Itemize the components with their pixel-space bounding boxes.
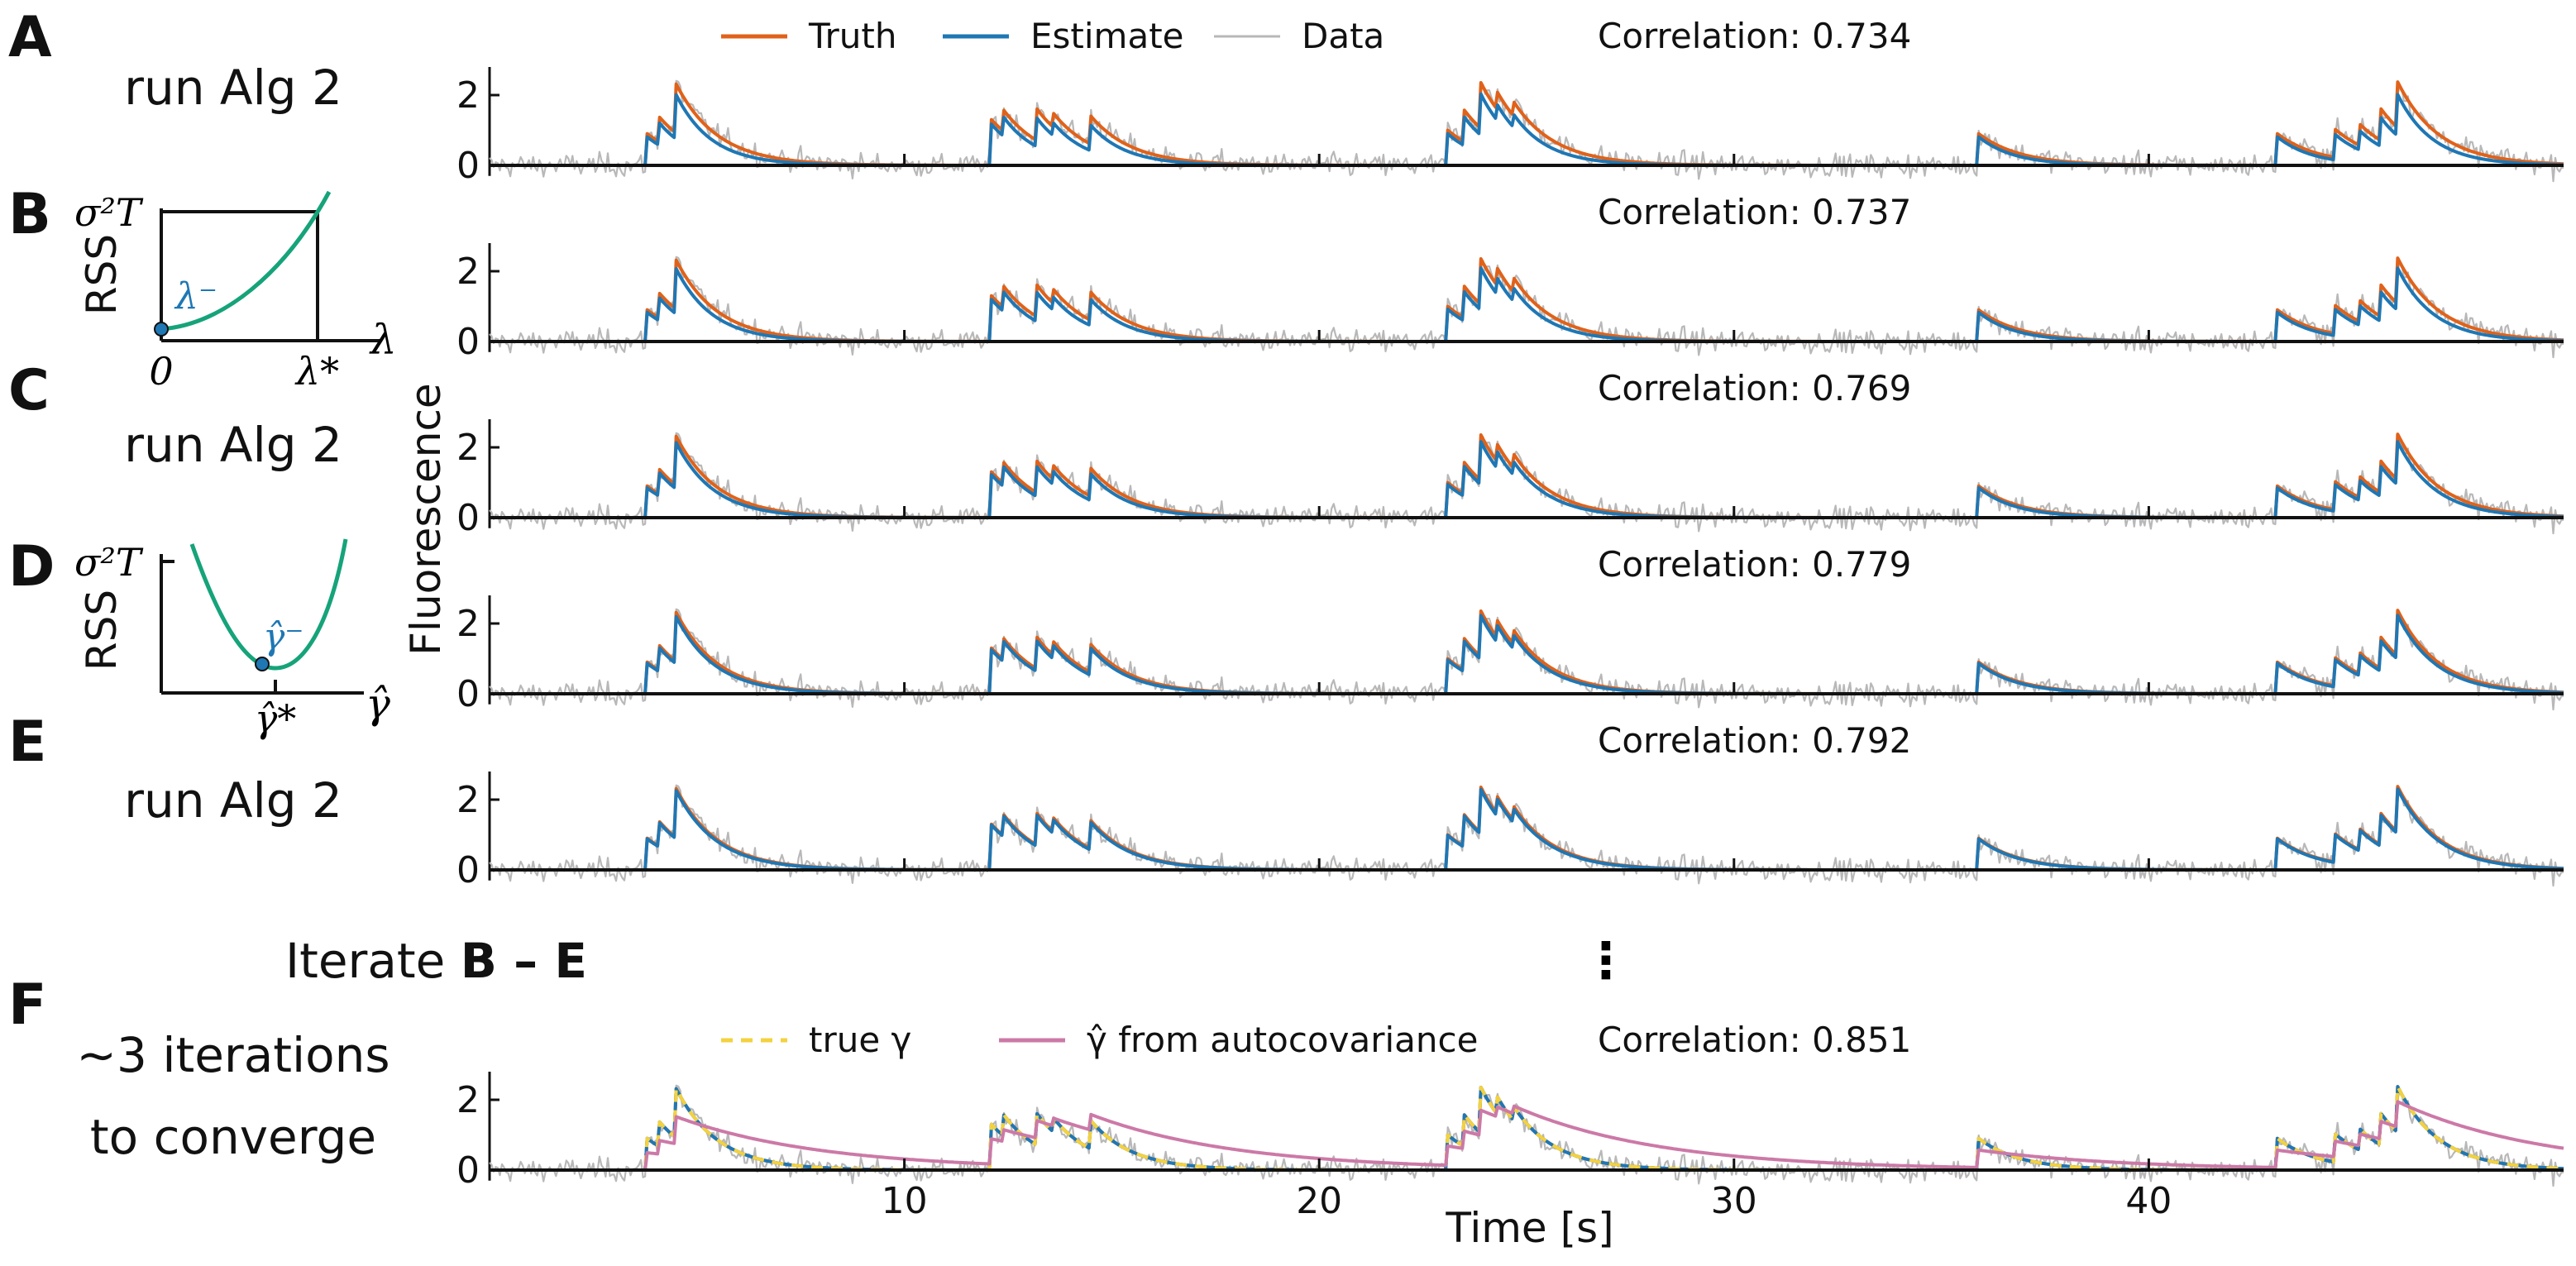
inset-d-point-label: γ̂⁻: [263, 616, 304, 658]
y-tick-label-e-2: 2: [456, 779, 480, 821]
y-tick-label-f-2: 2: [456, 1079, 480, 1121]
y-tick-label-d-2: 2: [456, 603, 480, 645]
panel-letter-a: A: [8, 5, 52, 70]
inset-d-rss-curve: [189, 538, 348, 671]
step-label-f-line2: to converge: [90, 1109, 376, 1165]
panel-letter-f: F: [8, 972, 46, 1038]
series-autocovariance-gamma: [490, 1100, 2564, 1172]
correlation-e: Correlation: 0.792: [1598, 720, 1911, 761]
inset-d-ytick: σ²T: [74, 540, 144, 585]
legend-label-autocov: γ̂ from autocovariance: [1087, 1020, 1478, 1060]
legend-label-true-gamma: true γ: [809, 1020, 911, 1060]
step-label-f-line1: ∼3 iterations: [76, 1027, 390, 1083]
panel-letter-d: D: [8, 534, 55, 600]
inset-b-xlabel: λ: [369, 316, 397, 364]
inset-b-start-point: [154, 322, 169, 337]
inset-b-xtick1: λ*: [294, 349, 339, 394]
y-tick-label-c-0: 0: [456, 497, 480, 539]
inset-b-ylabel: RSS: [78, 234, 126, 315]
inset-d: RSS σ²T γ̂⁻ γ̂* γ̂: [74, 538, 390, 741]
panel-letter-c: C: [8, 358, 50, 423]
y-tick-label-e-0: 0: [456, 849, 480, 891]
legend-bottom: true γ γ̂ from autocovariance: [721, 1020, 1478, 1060]
y-tick-label-d-0: 0: [456, 673, 480, 715]
trace-panel-c: 02: [456, 419, 2564, 539]
panel-letter-b: B: [8, 182, 51, 247]
panel-letter-e: E: [8, 709, 46, 775]
legend-label-truth: Truth: [808, 16, 896, 56]
correlation-f: Correlation: 0.851: [1598, 1020, 1911, 1060]
trace-panel-b: 02: [456, 243, 2564, 363]
correlation-a: Correlation: 0.734: [1598, 16, 1911, 56]
x-tick-label-20: 20: [1296, 1180, 1342, 1222]
iterate-prefix: Iterate: [285, 933, 461, 989]
y-tick-label-b-0: 0: [456, 321, 480, 363]
y-tick-label-b-2: 2: [456, 251, 480, 293]
inset-b-ytick: σ²T: [74, 190, 144, 235]
legend-label-estimate: Estimate: [1030, 16, 1184, 56]
y-tick-label-c-2: 2: [456, 427, 480, 469]
x-axis-title: Time [s]: [1445, 1204, 1613, 1252]
inset-d-xlabel: γ̂: [366, 680, 390, 728]
step-label-e: run Alg 2: [124, 772, 342, 829]
trace-panel-e: 02: [456, 772, 2564, 891]
correlation-d: Correlation: 0.779: [1598, 544, 1911, 585]
x-tick-label-40: 40: [2125, 1180, 2172, 1222]
iterate-ellipsis: ⋮: [1581, 932, 1631, 990]
step-label-c: run Alg 2: [124, 417, 342, 473]
trace-panel-d: 02: [456, 595, 2564, 715]
y-axis-title: Fluorescence: [402, 383, 450, 655]
trace-panel-a: 02: [456, 67, 2564, 187]
x-tick-label-10: 10: [882, 1180, 928, 1222]
legend-label-data: Data: [1302, 16, 1384, 56]
inset-d-xtick: γ̂*: [255, 696, 297, 741]
iterate-label: Iterate B – E: [285, 933, 587, 989]
y-tick-label-f-0: 0: [456, 1149, 480, 1192]
inset-b-rss-curve: [160, 190, 332, 332]
y-tick-label-a-2: 2: [456, 74, 480, 117]
inset-b: RSS σ²T λ⁻ 0 λ* λ: [74, 190, 397, 394]
iterate-range: B – E: [461, 933, 587, 989]
inset-d-min-point: [255, 657, 270, 671]
correlation-c: Correlation: 0.769: [1598, 368, 1911, 408]
inset-b-point-label: λ⁻: [174, 275, 217, 318]
legend-top: Truth Estimate Data: [721, 16, 1384, 56]
inset-d-ylabel: RSS: [78, 590, 126, 671]
trace-panel-f: 0 2 10 20 30 40: [456, 1072, 2564, 1222]
y-tick-label-a-0: 0: [456, 145, 480, 187]
correlation-b: Correlation: 0.737: [1598, 192, 1911, 232]
step-label-a: run Alg 2: [124, 60, 342, 116]
x-tick-label-30: 30: [1711, 1180, 1757, 1222]
inset-b-xtick0: 0: [149, 349, 173, 394]
